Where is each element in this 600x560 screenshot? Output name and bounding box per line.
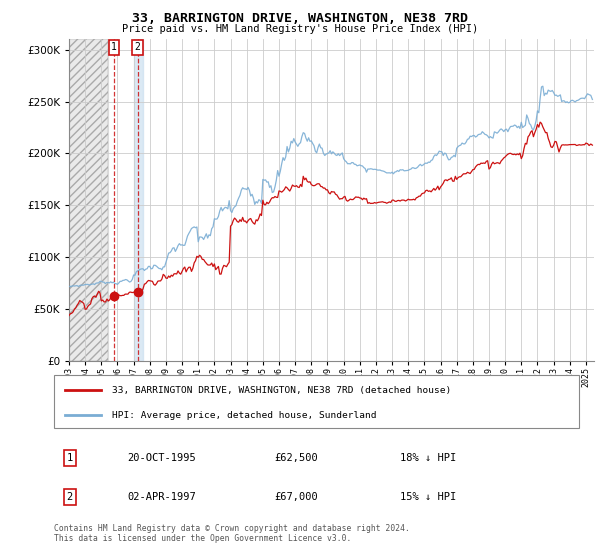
Text: 2: 2 [67, 492, 73, 502]
Text: 2: 2 [135, 42, 140, 52]
Text: 18% ↓ HPI: 18% ↓ HPI [401, 453, 457, 463]
Text: HPI: Average price, detached house, Sunderland: HPI: Average price, detached house, Sund… [112, 410, 376, 419]
Text: 33, BARRINGTON DRIVE, WASHINGTON, NE38 7RD (detached house): 33, BARRINGTON DRIVE, WASHINGTON, NE38 7… [112, 386, 451, 395]
Text: Contains HM Land Registry data © Crown copyright and database right 2024.
This d: Contains HM Land Registry data © Crown c… [54, 524, 410, 543]
Bar [134, 39, 143, 361]
Text: 33, BARRINGTON DRIVE, WASHINGTON, NE38 7RD: 33, BARRINGTON DRIVE, WASHINGTON, NE38 7… [132, 12, 468, 25]
Text: 20-OCT-1995: 20-OCT-1995 [128, 453, 196, 463]
Text: 15% ↓ HPI: 15% ↓ HPI [401, 492, 457, 502]
Text: £62,500: £62,500 [275, 453, 318, 463]
Text: 1: 1 [111, 42, 117, 52]
Text: Price paid vs. HM Land Registry's House Price Index (HPI): Price paid vs. HM Land Registry's House … [122, 24, 478, 34]
Text: 1: 1 [67, 453, 73, 463]
Text: £67,000: £67,000 [275, 492, 318, 502]
Text: 02-APR-1997: 02-APR-1997 [128, 492, 196, 502]
FancyBboxPatch shape [54, 375, 579, 428]
Bar [69, 39, 108, 361]
